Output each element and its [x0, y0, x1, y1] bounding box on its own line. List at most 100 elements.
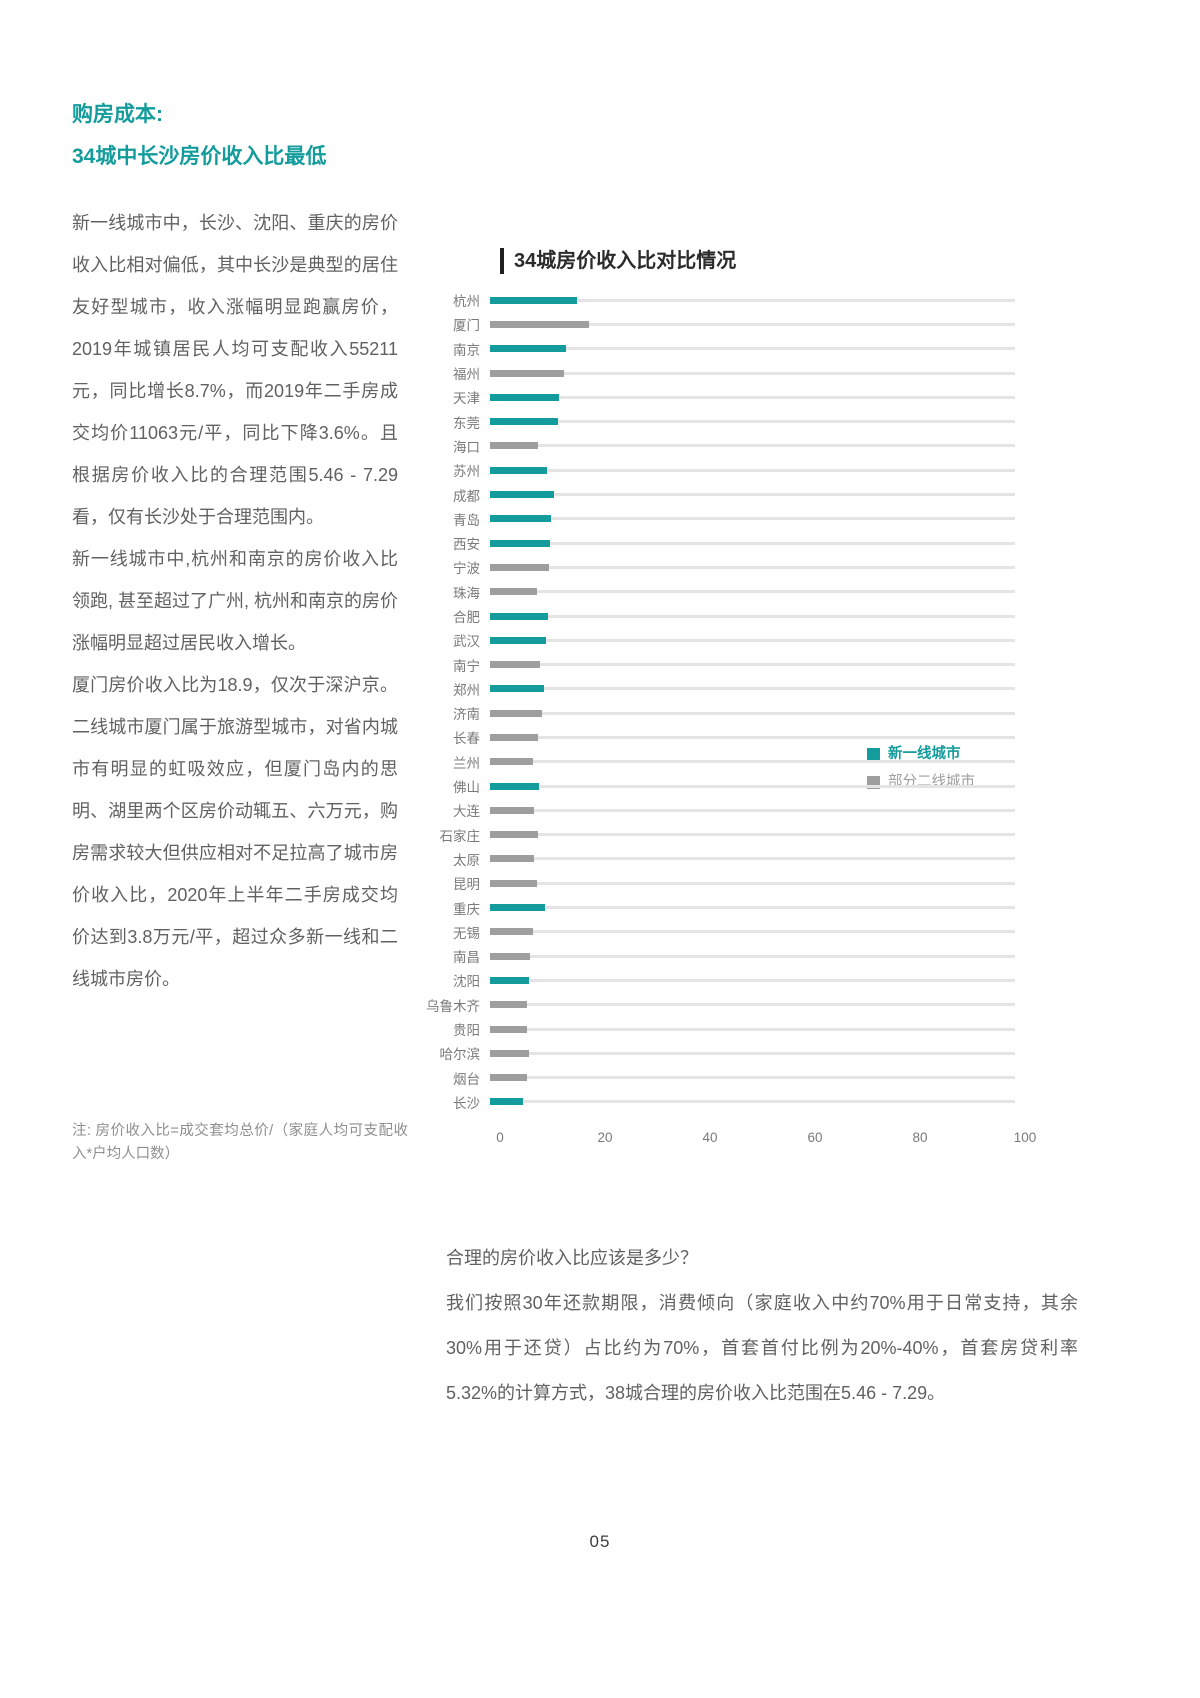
bar-track-area	[490, 337, 1015, 361]
chart-row: 宁波	[415, 555, 1075, 579]
bar-track-area	[490, 895, 1015, 919]
city-label: 乌鲁木齐	[426, 998, 480, 1014]
value-bar	[490, 491, 554, 499]
row-gridline	[490, 1051, 1015, 1055]
row-gridline	[490, 735, 1015, 739]
value-bar	[490, 928, 533, 936]
value-bar	[490, 976, 529, 984]
bar-track-area	[490, 482, 1015, 506]
article-body: 新一线城市中，长沙、沈阳、重庆的房价收入比相对偏低，其中长沙是典型的居住友好型城…	[72, 202, 398, 1000]
chart-row: 烟台	[415, 1066, 1075, 1090]
bar-track-area	[490, 409, 1015, 433]
chart-row: 长沙	[415, 1090, 1075, 1114]
value-bar	[490, 661, 541, 669]
city-label: 太原	[453, 852, 480, 868]
bar-track-area	[490, 434, 1015, 458]
value-bar	[490, 904, 545, 912]
chart-row: 西安	[415, 531, 1075, 555]
bar-track-area	[490, 823, 1015, 847]
bar-track-area	[490, 1090, 1015, 1114]
value-bar	[490, 685, 544, 693]
bar-track-area	[490, 628, 1015, 652]
chart-row: 厦门	[415, 312, 1075, 336]
chart-row: 哈尔滨	[415, 1041, 1075, 1065]
row-gridline	[490, 687, 1015, 691]
qa-question: 合理的房价收入比应该是多少？	[446, 1248, 698, 1268]
chart-row: 大连	[415, 798, 1075, 822]
bar-track-area	[490, 1017, 1015, 1041]
article-paragraph: 厦门房价收入比为18.9，仅次于深沪京。二线城市厦门属于旅游型城市，对省内城市有…	[72, 675, 398, 989]
row-gridline	[490, 906, 1015, 910]
chart: 34城房价收入比对比情况 新一线城市 部分二线城市 杭州 厦门 南京 福州 天津 东莞 海口苏…	[415, 248, 1075, 1150]
city-label: 重庆	[453, 901, 480, 917]
city-label: 西安	[453, 537, 480, 553]
chart-title: 34城房价收入比对比情况	[500, 248, 1075, 274]
value-bar	[490, 418, 559, 426]
chart-row: 福州	[415, 361, 1075, 385]
bar-track-area	[490, 798, 1015, 822]
chart-plot-area: 新一线城市 部分二线城市 杭州 厦门 南京 福州 天津 东莞 海口 苏州 成都 青岛 西安 宁波 珠海 合肥…	[415, 288, 1075, 1114]
value-bar	[490, 879, 538, 887]
value-bar	[490, 782, 540, 790]
city-label: 长春	[453, 731, 480, 747]
chart-row: 石家庄	[415, 823, 1075, 847]
bar-track-area	[490, 871, 1015, 895]
row-gridline	[490, 395, 1015, 399]
city-label: 烟台	[453, 1071, 480, 1087]
value-bar	[490, 855, 535, 863]
bar-track-area	[490, 677, 1015, 701]
chart-row: 成都	[415, 482, 1075, 506]
row-gridline	[490, 1076, 1015, 1080]
bar-track-area	[490, 555, 1015, 579]
chart-row: 贵阳	[415, 1017, 1075, 1041]
chart-row: 天津	[415, 385, 1075, 409]
bar-track-area	[490, 652, 1015, 676]
chart-row: 南宁	[415, 652, 1075, 676]
bar-track-area	[490, 993, 1015, 1017]
city-label: 南昌	[453, 950, 480, 966]
row-gridline	[490, 663, 1015, 667]
chart-row: 长春	[415, 725, 1075, 749]
row-gridline	[490, 784, 1015, 788]
city-label: 厦门	[453, 318, 480, 334]
chart-row: 青岛	[415, 507, 1075, 531]
value-bar	[490, 369, 564, 377]
row-gridline	[490, 322, 1015, 326]
bar-track-area	[490, 580, 1015, 604]
chart-row: 佛山	[415, 774, 1075, 798]
row-gridline	[490, 760, 1015, 764]
row-gridline	[490, 444, 1015, 448]
chart-row: 杭州	[415, 288, 1075, 312]
city-label: 南京	[453, 342, 480, 358]
value-bar	[490, 320, 590, 328]
city-label: 佛山	[453, 780, 480, 796]
bar-track-area	[490, 385, 1015, 409]
bar-track-area	[490, 750, 1015, 774]
city-label: 福州	[453, 367, 480, 383]
value-bar	[490, 758, 533, 766]
row-gridline	[490, 420, 1015, 424]
value-bar	[490, 296, 577, 304]
row-gridline	[490, 711, 1015, 715]
bar-track-area	[490, 507, 1015, 531]
value-bar	[490, 393, 560, 401]
value-bar	[490, 709, 542, 717]
x-tick-label: 20	[597, 1130, 613, 1146]
bar-track-area	[490, 1041, 1015, 1065]
row-gridline	[490, 1027, 1015, 1031]
legend-swatch	[867, 747, 880, 761]
row-gridline	[490, 371, 1015, 375]
city-label: 杭州	[453, 294, 480, 310]
chart-row: 太原	[415, 847, 1075, 871]
x-tick-label: 0	[496, 1130, 504, 1146]
value-bar	[490, 345, 567, 353]
row-gridline	[490, 1003, 1015, 1007]
city-label: 哈尔滨	[439, 1047, 481, 1063]
row-gridline	[490, 1100, 1015, 1104]
chart-row: 珠海	[415, 580, 1075, 604]
value-bar	[490, 539, 551, 547]
article-paragraph: 新一线城市中,杭州和南京的房价收入比领跑, 甚至超过了广州, 杭州和南京的房价涨…	[72, 549, 399, 653]
chart-row: 苏州	[415, 458, 1075, 482]
city-label: 长沙	[453, 1095, 480, 1111]
x-tick-label: 40	[702, 1130, 718, 1146]
